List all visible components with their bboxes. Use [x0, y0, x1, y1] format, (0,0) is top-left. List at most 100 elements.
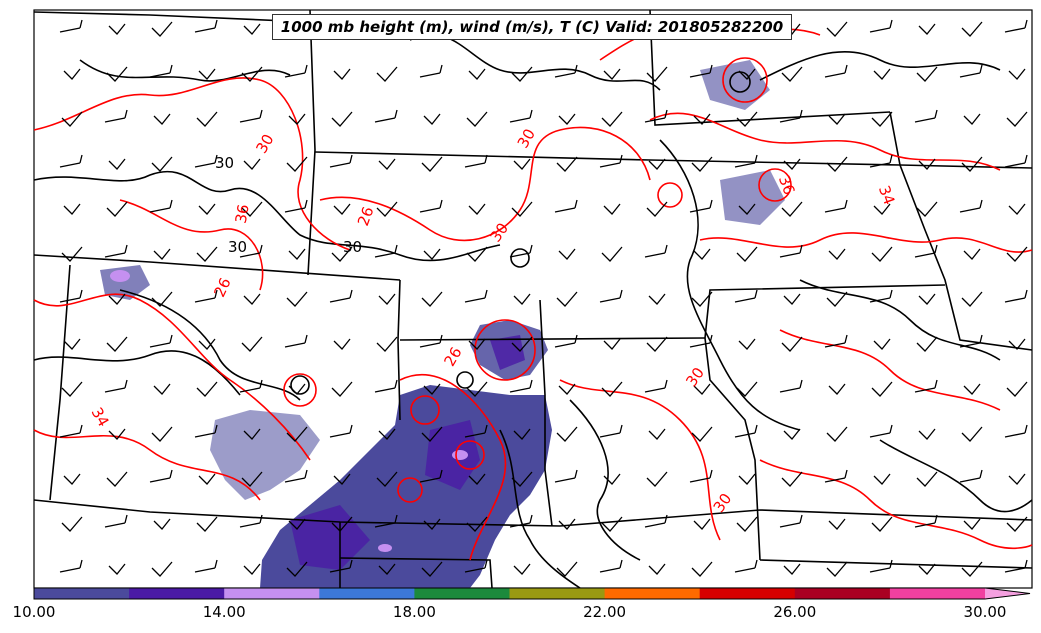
wind-barb — [1004, 154, 1028, 168]
temperature-contours — [33, 26, 1033, 561]
wind-barb — [104, 109, 128, 123]
wind-barb — [963, 383, 981, 395]
wind-barb — [826, 291, 848, 307]
wind-barb — [869, 559, 893, 573]
wind-barb — [693, 113, 711, 125]
wind-barb — [374, 244, 398, 258]
wind-barb — [331, 246, 353, 262]
wind-barb — [781, 66, 803, 82]
wind-barb — [106, 471, 128, 487]
wind-barb — [239, 109, 263, 123]
wind-barb — [149, 469, 173, 483]
wind-barb — [691, 291, 713, 307]
wind-barb — [826, 561, 848, 577]
wind-barb — [603, 203, 621, 215]
wind-barb — [779, 379, 803, 393]
wind-barb — [421, 561, 443, 577]
wind-barb — [824, 199, 848, 213]
wind-barb — [284, 199, 308, 213]
wind-barb — [824, 334, 848, 348]
wind-barb — [824, 64, 848, 78]
temperature-label: 36 — [775, 173, 798, 197]
wind-barb — [918, 293, 936, 305]
wind-barb — [783, 428, 801, 440]
wind-barb — [511, 336, 533, 352]
wind-barb — [734, 154, 758, 168]
wind-barb — [376, 66, 398, 82]
height-contours — [33, 33, 1033, 589]
wind-barb — [153, 383, 171, 395]
wind-barb — [648, 563, 666, 575]
wind-barb — [738, 203, 756, 215]
wind-barb — [284, 469, 308, 483]
colorbar-tick-label: 22.00 — [583, 603, 627, 621]
wind-barb — [873, 203, 891, 215]
wind-barb — [963, 113, 981, 125]
wind-barb — [648, 428, 666, 440]
wind-barb — [378, 158, 396, 170]
wind-barb — [783, 293, 801, 305]
wind-barb — [153, 248, 171, 260]
wind-barb — [873, 338, 891, 350]
wind-barb — [198, 473, 216, 485]
wind-barb — [104, 379, 128, 393]
wind-barb — [871, 246, 893, 262]
colorbar-tick-label: 14.00 — [202, 603, 246, 621]
wind-barb — [961, 291, 983, 307]
wind-barb — [691, 156, 713, 172]
wind-barb — [736, 246, 758, 262]
wind-barb — [468, 68, 486, 80]
wind-barb — [781, 201, 803, 217]
height-label: 30 — [228, 238, 247, 256]
wind-barb — [871, 516, 893, 532]
wind-barb — [196, 111, 218, 127]
wind-barb — [646, 201, 668, 217]
wind-barb — [646, 336, 668, 352]
wind-barb — [511, 471, 533, 487]
wind-barb — [689, 469, 713, 483]
colorbar-tick-label: 18.00 — [392, 603, 436, 621]
wind-barb — [106, 66, 128, 82]
wind-barb — [374, 109, 398, 123]
wind-barb — [601, 381, 623, 397]
wind-barb — [61, 246, 83, 262]
wind-barb — [153, 113, 171, 125]
wind-barb — [286, 156, 308, 172]
colorbar-segment — [699, 588, 796, 599]
wind-barb — [284, 64, 308, 78]
wind-barb — [824, 469, 848, 483]
map-title: 1000 mb height (m), wind (m/s), T (C) Va… — [272, 14, 792, 40]
wind-barb — [826, 426, 848, 442]
wind-barb — [421, 291, 443, 307]
wind-barb — [59, 424, 83, 438]
wind-barb — [601, 516, 623, 532]
wind-barb — [106, 336, 128, 352]
wind-barb — [104, 244, 128, 258]
wind-barb — [151, 426, 173, 442]
wind-barb — [828, 518, 846, 530]
wind-barb — [1006, 111, 1028, 127]
wind-barb — [916, 66, 938, 82]
wind-barb — [961, 21, 983, 37]
wind-barb — [1004, 424, 1028, 438]
wind-barb — [149, 199, 173, 213]
wind-barb — [648, 293, 666, 305]
wind-barb — [918, 158, 936, 170]
wind-barb — [374, 514, 398, 528]
wind-barb — [871, 381, 893, 397]
wind-barb — [329, 424, 353, 438]
wind-barb — [104, 514, 128, 528]
wind-barb — [194, 289, 218, 303]
wind-barb — [963, 248, 981, 260]
wind-barb — [509, 244, 533, 258]
wind-barb — [374, 379, 398, 393]
wind-barb — [869, 154, 893, 168]
wind-barb — [106, 201, 128, 217]
wind-barb — [419, 64, 443, 78]
wind-barb — [783, 563, 801, 575]
wind-barb — [603, 68, 621, 80]
wind-barb — [1004, 559, 1028, 573]
wind-barb — [149, 334, 173, 348]
wind-barb — [61, 516, 83, 532]
